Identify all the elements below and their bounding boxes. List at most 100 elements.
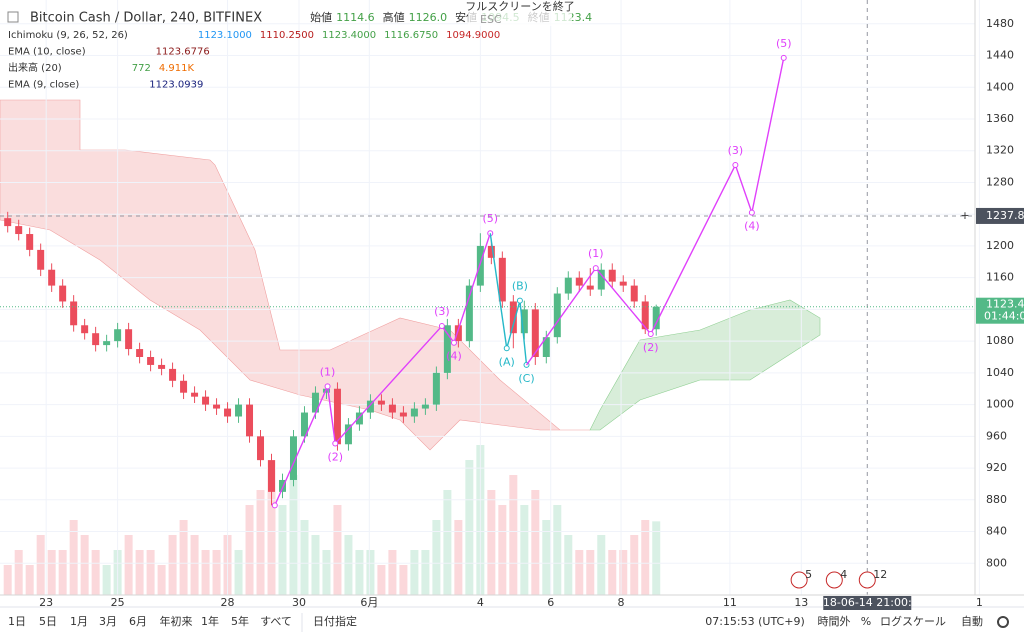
toolbar-button[interactable]: 3月 xyxy=(99,615,117,628)
candle-body xyxy=(300,412,308,437)
candle-body xyxy=(125,329,133,350)
toolbar-bg xyxy=(0,607,1024,640)
toolbar-button[interactable]: すべて xyxy=(260,615,292,628)
x-tick-label: 8 xyxy=(618,596,625,609)
volume-bar xyxy=(597,535,606,595)
wave-vertex xyxy=(647,330,654,337)
y-tick-label: 1040 xyxy=(986,366,1014,379)
y-tick-label: 880 xyxy=(986,493,1007,506)
overlay-text[interactable]: フルスクリーンを終了 xyxy=(465,0,574,13)
volume-bar xyxy=(245,505,254,595)
toolbar-button[interactable]: 時間外 xyxy=(818,615,851,628)
candle-body xyxy=(377,400,385,405)
volume-bar xyxy=(256,490,265,595)
candle-body xyxy=(399,412,407,417)
crosshair-date-box xyxy=(823,596,912,610)
toolbar-button[interactable]: 自動 xyxy=(961,614,983,628)
indicator-value: 772 xyxy=(132,63,151,74)
candle-body xyxy=(498,257,506,302)
candle-body xyxy=(278,479,286,492)
toolbar-button[interactable]: 1日 xyxy=(8,615,26,628)
volume-bar xyxy=(58,550,67,595)
x-tick-label: 6月 xyxy=(360,596,378,609)
x-tick-label: 1 xyxy=(976,596,983,609)
indicator-value: 1094.9000 xyxy=(446,30,500,41)
candle-body xyxy=(4,218,12,227)
candle-body xyxy=(487,245,495,258)
candle-body xyxy=(81,325,89,334)
wave-label: (2) xyxy=(643,341,659,354)
candle-body xyxy=(344,424,352,445)
bear-cloud xyxy=(0,99,590,451)
toolbar-button[interactable]: 1年 xyxy=(201,614,219,628)
candle-body xyxy=(366,400,374,413)
toolbar-button[interactable]: % xyxy=(861,615,871,628)
toolbar-button[interactable]: 1月 xyxy=(70,615,88,628)
volume-bar xyxy=(410,550,419,595)
volume-bar xyxy=(168,535,177,595)
candle-body xyxy=(48,269,56,286)
volume-bar xyxy=(498,505,507,595)
candle-body xyxy=(136,349,144,357)
candle-body xyxy=(586,285,594,290)
candle-body xyxy=(180,380,188,393)
settings-icon[interactable] xyxy=(997,616,1009,628)
candle-body xyxy=(268,460,276,492)
candle-body xyxy=(59,285,67,302)
candle-body xyxy=(454,325,462,342)
candle-body xyxy=(333,388,341,445)
toolbar-button[interactable]: 5年 xyxy=(231,614,249,628)
wave-label: (2) xyxy=(327,450,343,463)
volume-bar xyxy=(608,550,617,595)
volume-bar xyxy=(80,535,89,595)
toolbar-button[interactable]: ログスケール xyxy=(880,614,946,628)
candle-body xyxy=(509,301,517,334)
volume-bar xyxy=(575,550,584,595)
indicator-value: 1116.6750 xyxy=(384,30,438,41)
candle-body xyxy=(575,277,583,286)
candle-body xyxy=(26,234,34,250)
symbol-title: Bitcoin Cash / Dollar, 240, BITFINEX xyxy=(30,11,262,26)
volume-bar xyxy=(399,565,408,595)
header-layer: Bitcoin Cash / Dollar, 240, BITFINEX 始値 11… xyxy=(7,0,592,91)
candle-body xyxy=(70,301,78,326)
volume-bar xyxy=(366,550,375,595)
volume-bar xyxy=(333,505,342,595)
event-count: 4 xyxy=(840,568,847,581)
toolbar-button[interactable]: 日付指定 xyxy=(313,614,357,628)
candle-body xyxy=(355,412,363,425)
crosshair-date: 2018-06-14 21:00:00 xyxy=(809,596,926,609)
candle-body xyxy=(114,329,122,342)
plus-icon: + xyxy=(960,209,969,222)
crosshair-price: 1237.8 xyxy=(986,209,1024,222)
toolbar-button[interactable]: 6月 xyxy=(129,615,147,628)
volume-bar xyxy=(542,520,551,595)
indicator-name: EMA (9, close) xyxy=(8,80,79,91)
toolbar-button[interactable]: 07:15:53 (UTC+9) xyxy=(705,615,805,628)
wave-line xyxy=(274,233,491,506)
event-flag[interactable] xyxy=(825,571,843,589)
candle-body xyxy=(235,404,243,417)
candle-body xyxy=(564,277,572,294)
volume-bar xyxy=(157,565,166,595)
candle-body xyxy=(630,285,638,302)
event-flag[interactable] xyxy=(790,571,808,589)
wave-label: (3) xyxy=(434,305,450,318)
volume-bar xyxy=(179,520,188,595)
wave-vertex xyxy=(732,162,739,169)
toolbar-button[interactable]: 5日 xyxy=(39,615,57,628)
toolbar-button[interactable]: 年初来 xyxy=(160,614,193,628)
collapse-icon[interactable] xyxy=(7,11,19,23)
wave-label: (4) xyxy=(446,350,462,363)
indicator-value: 1123.6776 xyxy=(156,47,210,58)
candle-body xyxy=(158,364,166,369)
candle-body xyxy=(553,293,561,338)
wave-vertex xyxy=(450,339,457,346)
x-tick-label: 30 xyxy=(292,596,306,609)
candle-body xyxy=(103,341,111,346)
wave-vertex xyxy=(516,297,523,304)
candle-body xyxy=(257,436,265,461)
event-flag[interactable] xyxy=(858,571,876,589)
y-tick-label: 1360 xyxy=(986,112,1014,125)
